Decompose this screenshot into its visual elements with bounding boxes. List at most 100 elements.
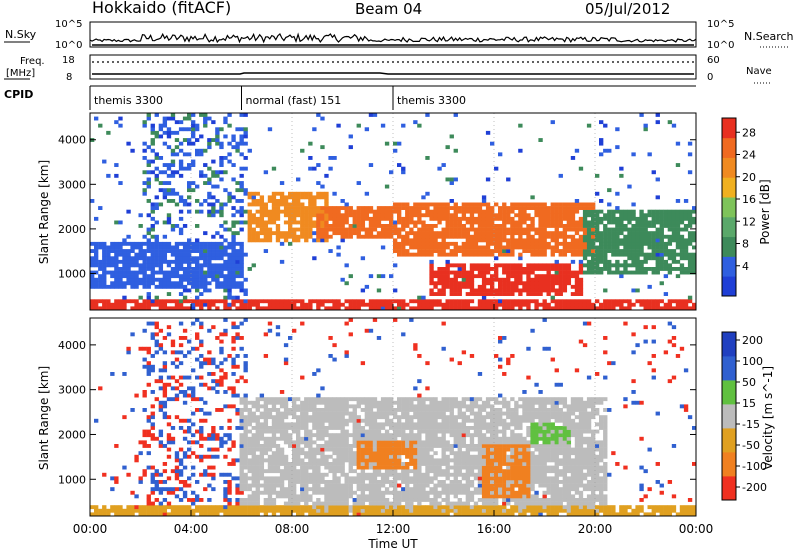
heatmap-cell [219, 368, 224, 373]
heatmap-cell [615, 231, 620, 236]
heatmap-cell [150, 141, 155, 146]
heatmap-cell [417, 454, 422, 459]
heatmap-cell [538, 267, 543, 271]
heatmap-cell [506, 292, 511, 296]
heatmap-cell [510, 234, 515, 239]
heatmap-cell [154, 130, 159, 135]
heatmap-cell [316, 408, 321, 412]
heatmap-cell [384, 480, 390, 484]
heatmap-cell [235, 512, 240, 517]
heatmap-cell [102, 249, 107, 253]
heatmap-cell [514, 274, 519, 279]
heatmap-cell [316, 447, 321, 452]
heatmap-cell [271, 195, 277, 200]
heatmap-cell [227, 288, 232, 293]
heatmap-cell [554, 281, 559, 286]
heatmap-cell [348, 306, 353, 311]
heatmap-cell [279, 436, 285, 441]
heatmap-cell [518, 274, 523, 279]
heatmap-cell [433, 281, 438, 286]
heatmap-cell [275, 306, 281, 311]
heatmap-cell [562, 284, 568, 289]
heatmap-cell [110, 263, 115, 268]
heatmap-cell [300, 195, 305, 200]
heatmap-cell [292, 476, 297, 481]
heatmap-cell [393, 494, 398, 499]
heatmap-cell [259, 195, 265, 200]
heatmap-cell [170, 199, 176, 203]
heatmap-cell [191, 433, 196, 438]
heatmap-cell [138, 508, 143, 513]
heatmap-cell [207, 202, 212, 207]
heatmap-cell [312, 447, 317, 452]
heatmap-cell [393, 408, 398, 412]
heatmap-cell [231, 404, 236, 409]
heatmap-cell [538, 220, 543, 225]
heatmap-cell [603, 148, 608, 153]
heatmap-cell [360, 299, 366, 304]
heatmap-cell [469, 270, 475, 275]
heatmap-cell [292, 411, 297, 416]
heatmap-cell [247, 231, 252, 236]
heatmap-cell [384, 234, 390, 239]
heatmap-cell [235, 508, 240, 513]
heatmap-cell [449, 227, 454, 232]
heatmap-cell [473, 231, 479, 236]
heatmap-cell [324, 458, 329, 463]
heatmap-cell [227, 256, 232, 261]
heatmap-cell [651, 213, 656, 218]
heatmap-cell [170, 227, 176, 232]
heatmap-cell [344, 202, 349, 207]
heatmap-cell [251, 302, 256, 307]
heatmap-cell [405, 408, 410, 412]
heatmap-cell [413, 426, 418, 430]
heatmap-cell [227, 436, 232, 441]
heatmap-cell [247, 227, 252, 232]
heatmap-cell [368, 472, 374, 477]
heatmap-cell [671, 252, 677, 257]
heatmap-cell [243, 277, 248, 282]
heatmap-cell [364, 465, 370, 470]
heatmap-cell [332, 299, 337, 304]
heatmap-cell [364, 227, 370, 232]
heatmap-cell [320, 191, 325, 196]
heatmap-cell [582, 216, 588, 221]
heatmap-cell [336, 397, 341, 402]
heatmap-cell [187, 454, 192, 459]
heatmap-cell [308, 505, 313, 510]
heatmap-cell [417, 436, 422, 441]
heatmap-cell [271, 400, 277, 405]
heatmap-cell [465, 299, 471, 304]
heatmap-cell [506, 245, 511, 250]
heatmap-cell [227, 292, 232, 296]
heatmap-cell [283, 512, 289, 517]
heatmap-cell [211, 436, 216, 441]
heatmap-cell [578, 234, 584, 239]
heatmap-cell [94, 302, 99, 307]
heatmap-cell [142, 512, 147, 517]
heatmap-cell [166, 284, 172, 289]
heatmap-cell [199, 426, 204, 430]
heatmap-cell [142, 170, 147, 175]
heatmap-cell [566, 209, 572, 214]
heatmap-cell [251, 444, 256, 448]
heatmap-cell [481, 216, 487, 221]
heatmap-cell [599, 152, 604, 157]
heatmap-cell [150, 321, 155, 326]
heatmap-cell [239, 173, 244, 178]
heatmap-cell [320, 415, 325, 420]
heatmap-cell [356, 498, 361, 502]
heatmap-cell [348, 462, 353, 466]
heatmap-cell [300, 234, 305, 239]
heatmap-cell [352, 436, 357, 441]
heatmap-cell [215, 231, 220, 236]
heatmap-cell [247, 148, 252, 153]
heatmap-cell [332, 397, 337, 402]
heatmap-cell [267, 411, 273, 416]
heatmap-cell [389, 483, 394, 488]
heatmap-cell [114, 220, 119, 225]
heatmap-cell [368, 436, 374, 441]
heatmap-cell [485, 245, 491, 250]
heatmap-cell [223, 302, 228, 307]
heatmap-cell [461, 267, 467, 271]
